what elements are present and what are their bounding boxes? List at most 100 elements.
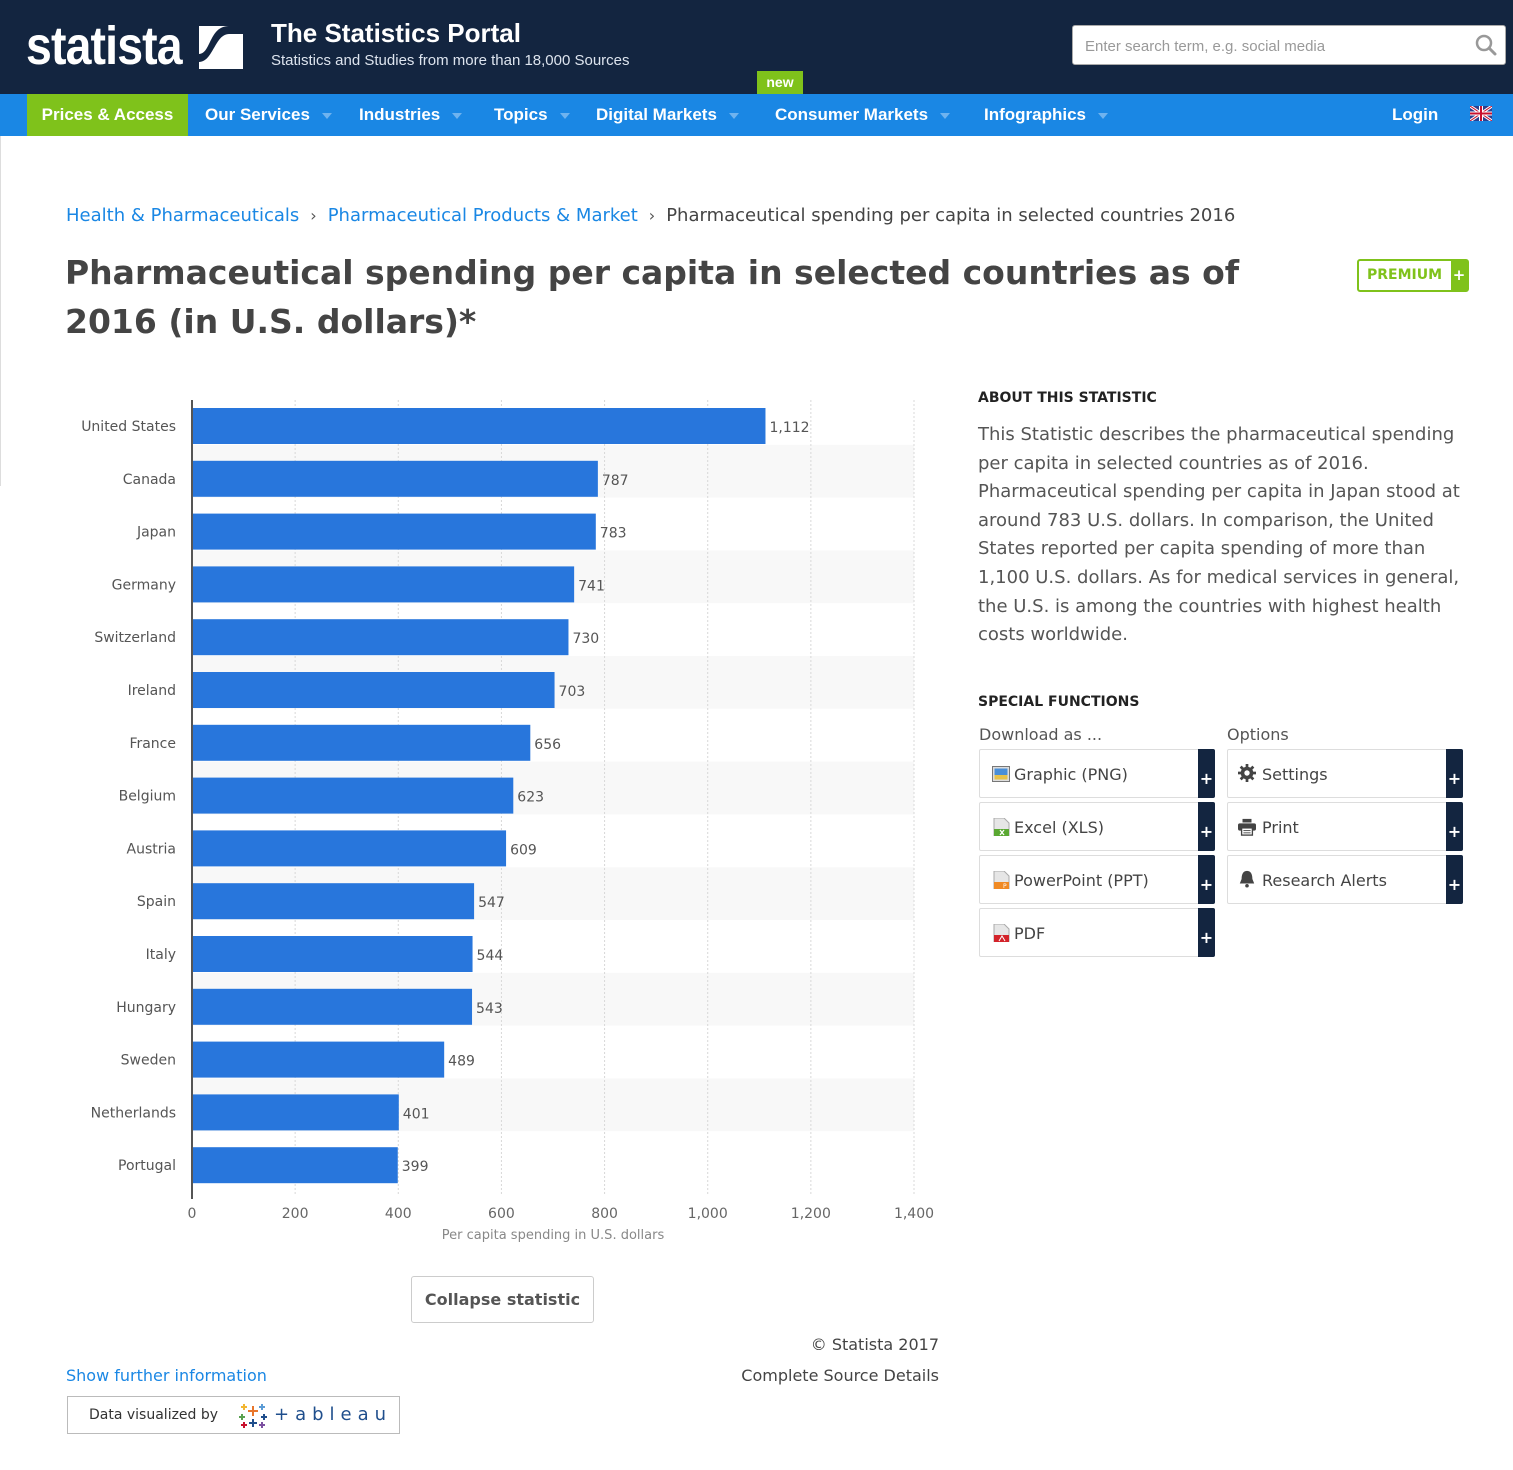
- bar: [192, 988, 473, 1025]
- tableau-badge[interactable]: Data visualized by +ableau: [67, 1396, 400, 1434]
- download-png-button[interactable]: Graphic (PNG) +: [979, 749, 1215, 798]
- plus-icon: +: [1198, 908, 1215, 957]
- print-button[interactable]: Print +: [1227, 802, 1463, 851]
- value-label: 623: [517, 790, 544, 806]
- button-label: PDF: [1014, 924, 1046, 943]
- breadcrumb: Health & Pharmaceuticals › Pharmaceutical …: [66, 205, 1235, 226]
- bar: [192, 936, 473, 972]
- excel-file-icon: [993, 818, 1010, 836]
- caret-down-icon: [452, 112, 463, 119]
- collapse-statistic-button[interactable]: Collapse statistic: [411, 1276, 594, 1323]
- pdf-file-icon: [993, 924, 1010, 942]
- download-ppt-button[interactable]: P PowerPoint (PPT) +: [979, 855, 1215, 904]
- statista-logo[interactable]: statista: [26, 16, 183, 76]
- value-label: 783: [600, 526, 627, 542]
- powerpoint-file-icon: P: [993, 871, 1010, 889]
- category-label: Spain: [137, 894, 176, 910]
- show-further-information-link[interactable]: Show further information: [66, 1366, 267, 1385]
- bar: [192, 460, 598, 497]
- copyright: © Statista 2017: [810, 1335, 939, 1354]
- settings-button[interactable]: Settings +: [1227, 749, 1463, 798]
- category-label: Italy: [146, 947, 176, 963]
- bar: [192, 619, 569, 656]
- value-label: 787: [602, 473, 629, 489]
- nav-label: Topics: [494, 105, 548, 124]
- tableau-logo-icon: [239, 1404, 267, 1428]
- value-label: 703: [559, 684, 586, 700]
- data-visualized-by-label: Data visualized by: [89, 1407, 219, 1423]
- printer-icon: [1238, 818, 1256, 836]
- portal-title: The Statistics Portal: [271, 18, 521, 48]
- caret-down-icon: [321, 112, 332, 119]
- value-label: 544: [477, 948, 504, 964]
- nav-industries[interactable]: Industries: [359, 94, 463, 136]
- category-label: United States: [81, 419, 176, 435]
- x-tick-label: 400: [385, 1206, 412, 1222]
- options-heading: Options: [1227, 725, 1289, 744]
- search-icon[interactable]: [1475, 34, 1497, 56]
- nav-label: Industries: [359, 105, 441, 124]
- bell-icon: [1239, 870, 1255, 888]
- value-label: 741: [578, 578, 605, 594]
- uk-flag-icon[interactable]: [1470, 106, 1492, 121]
- breadcrumb-link[interactable]: Pharmaceutical Products & Market: [327, 205, 638, 226]
- nav-infographics[interactable]: Infographics: [984, 94, 1109, 136]
- bar: [192, 1041, 445, 1078]
- plus-icon: +: [1451, 261, 1467, 290]
- download-pdf-button[interactable]: PDF +: [979, 908, 1215, 957]
- research-alerts-button[interactable]: Research Alerts +: [1227, 855, 1463, 904]
- download-xls-button[interactable]: Excel (XLS) +: [979, 802, 1215, 851]
- category-label: Portugal: [118, 1158, 176, 1174]
- login-link[interactable]: Login: [1392, 105, 1439, 124]
- breadcrumb-separator: ›: [648, 206, 656, 225]
- nav-topics[interactable]: Topics: [494, 94, 570, 136]
- nav-label: Infographics: [984, 105, 1087, 124]
- about-heading: ABOUT THIS STATISTIC: [978, 390, 1157, 406]
- category-label: France: [129, 736, 176, 752]
- chart-svg: United States 1,112 Canada 787 Japan 783 Germa…: [81, 400, 934, 1243]
- bar: [192, 830, 507, 867]
- bar: [192, 408, 766, 444]
- nav-our-services[interactable]: Our Services: [205, 94, 332, 136]
- special-functions-heading: SPECIAL FUNCTIONS: [978, 694, 1140, 710]
- value-label: 543: [476, 1001, 503, 1017]
- button-label: Print: [1262, 818, 1299, 837]
- nav-consumer-markets[interactable]: Consumer Markets: [775, 94, 951, 136]
- bar: [192, 777, 514, 814]
- plus-icon: +: [1446, 855, 1463, 904]
- complete-source-details-link[interactable]: Complete Source Details: [741, 1366, 939, 1385]
- nav-prices-access[interactable]: Prices & Access: [27, 94, 188, 136]
- gear-icon: [1238, 764, 1256, 782]
- portal-subtitle: Statistics and Studies from more than 18…: [271, 52, 630, 69]
- plus-icon: +: [1198, 749, 1215, 798]
- value-label: 401: [403, 1106, 430, 1122]
- category-label: Germany: [112, 577, 176, 593]
- premium-badge[interactable]: PREMIUM +: [1357, 259, 1469, 292]
- x-tick-label: 1,400: [894, 1206, 934, 1222]
- value-label: 547: [478, 895, 505, 911]
- x-tick-label: 600: [488, 1206, 515, 1222]
- search-box[interactable]: [1072, 25, 1506, 65]
- button-label: Research Alerts: [1262, 871, 1387, 890]
- category-label: Ireland: [128, 683, 176, 699]
- download-heading: Download as ...: [979, 725, 1103, 744]
- nav-digital-markets[interactable]: Digital Markets: [596, 94, 739, 136]
- x-tick-label: 1,200: [791, 1206, 831, 1222]
- value-label: 489: [448, 1054, 475, 1070]
- bar: [192, 1094, 399, 1131]
- caret-down-icon: [559, 112, 570, 119]
- premium-label: PREMIUM: [1367, 267, 1443, 283]
- category-label: Japan: [136, 525, 176, 541]
- x-tick-label: 200: [282, 1206, 309, 1222]
- category-label: Switzerland: [94, 630, 176, 646]
- search-input[interactable]: [1083, 34, 1467, 58]
- bar-chart: United States 1,112 Canada 787 Japan 783 Germa…: [0, 390, 960, 1250]
- bar: [192, 1147, 398, 1184]
- nav-label: Digital Markets: [596, 105, 717, 124]
- nav-label: Prices & Access: [41, 105, 174, 124]
- tableau-wordmark: +ableau: [274, 1404, 393, 1425]
- bar: [192, 724, 531, 761]
- button-label: Graphic (PNG): [1014, 765, 1128, 784]
- breadcrumb-link[interactable]: Health & Pharmaceuticals: [66, 205, 300, 226]
- x-tick-label: 800: [591, 1206, 618, 1222]
